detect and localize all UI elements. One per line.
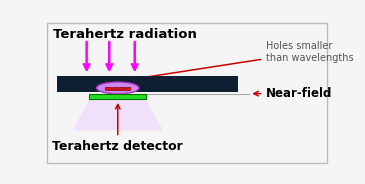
Bar: [112, 87, 117, 90]
Bar: [125, 87, 130, 90]
Text: Terahertz radiation: Terahertz radiation: [53, 28, 197, 41]
Bar: [105, 87, 111, 90]
Bar: [119, 87, 124, 90]
Ellipse shape: [96, 82, 139, 94]
Text: Near-field: Near-field: [254, 87, 333, 100]
Bar: [57, 76, 238, 91]
Text: Holes smaller
than wavelengths: Holes smaller than wavelengths: [131, 41, 354, 81]
Polygon shape: [73, 99, 163, 130]
Text: Terahertz detector: Terahertz detector: [53, 105, 183, 153]
Bar: [89, 94, 146, 99]
